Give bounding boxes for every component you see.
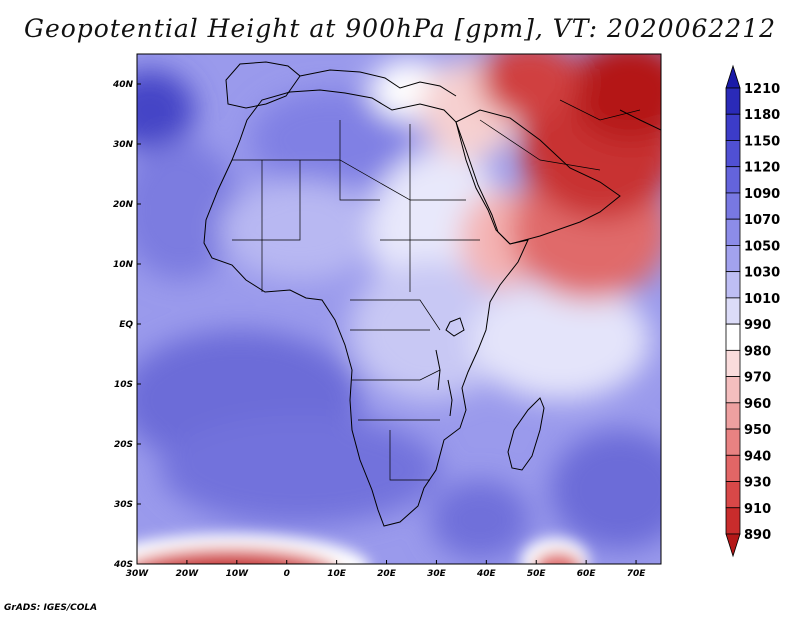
- colorbar-swatch: [725, 140, 741, 168]
- field-blob: [250, 90, 410, 190]
- colorbar-swatch: [725, 481, 741, 509]
- border: [559, 99, 641, 121]
- map-frame: [136, 53, 662, 565]
- border: [339, 120, 380, 201]
- lake-victoria: [445, 317, 465, 337]
- credit-text: GrADS: IGES/COLA: [4, 603, 98, 613]
- mediterranean-coast: [299, 69, 457, 97]
- field-blob: [470, 280, 650, 400]
- colorbar-label: 950: [744, 423, 771, 438]
- y-tick-label: 10S: [114, 380, 133, 390]
- field-blob: [480, 54, 580, 120]
- colorbar: 1210 1180 1150 1120 1090 1070 1050 1030 1010 990 9…: [725, 64, 780, 558]
- x-tick-label: 0: [284, 569, 290, 579]
- colorbar-label: 1150: [744, 134, 780, 149]
- colorbar-swatch: [725, 87, 741, 115]
- arabia: [455, 109, 621, 245]
- border: [389, 430, 430, 481]
- colorbar-swatch: [725, 271, 741, 299]
- x-tick-label: 30W: [126, 569, 150, 579]
- madagascar: [507, 397, 545, 471]
- colorbar-swatch: [725, 323, 741, 351]
- colorbar-label: 910: [744, 502, 771, 517]
- x-tick-label: 20W: [176, 569, 200, 579]
- iberia: [225, 61, 301, 109]
- colorbar-label: 930: [744, 476, 771, 491]
- y-axis: 40N 30N 20N 10N EQ 10S 20S 30S 40S: [112, 80, 141, 570]
- x-tick-label: 40E: [476, 569, 497, 579]
- colorbar-label: 1010: [744, 292, 780, 307]
- colorbar-label: 1210: [744, 82, 780, 97]
- colorbar-swatch: [725, 192, 741, 220]
- border: [262, 160, 301, 241]
- colorbar-swatch: [725, 376, 741, 404]
- colorbar-swatch: [725, 297, 741, 325]
- field-blob: [570, 54, 661, 140]
- border: [409, 124, 466, 201]
- y-tick-label: 10N: [113, 260, 134, 270]
- field-blob: [176, 560, 284, 564]
- coastlines: [203, 61, 661, 527]
- field-blob: [550, 430, 661, 550]
- y-tick-label: 30N: [113, 140, 134, 150]
- x-tick-label: 60E: [577, 569, 597, 579]
- x-tick-label: 10W: [226, 569, 250, 579]
- colorbar-label: 890: [744, 528, 771, 543]
- africa-coastline: [203, 89, 529, 527]
- colorbar-swatch: [725, 349, 741, 377]
- height-field: [137, 54, 661, 564]
- colorbar-label: 940: [744, 449, 771, 464]
- field-blob: [137, 548, 332, 564]
- field-blob: [160, 415, 440, 525]
- x-tick-label: 10E: [327, 569, 347, 579]
- colorbar-label: 1030: [744, 266, 780, 281]
- x-tick-label: 70E: [627, 569, 647, 579]
- y-tick-label: 30S: [114, 500, 133, 510]
- y-tick-label: 40S: [113, 560, 133, 570]
- field-blob: [137, 70, 195, 150]
- colorbar-swatch: [725, 166, 741, 194]
- colorbar-label: 1120: [744, 161, 780, 176]
- borders: [232, 99, 641, 481]
- field-blob: [137, 140, 240, 280]
- y-tick-label: 40N: [112, 80, 134, 90]
- colorbar-label: 970: [744, 371, 771, 386]
- border: [350, 299, 441, 331]
- field-blob: [534, 552, 582, 564]
- border: [479, 119, 601, 171]
- colorbar-swatch: [725, 113, 741, 141]
- colorbar-top-triangle: [725, 64, 741, 89]
- colorbar-label: 1180: [744, 108, 780, 123]
- x-tick-label: 20E: [377, 569, 397, 579]
- y-tick-label: EQ: [119, 320, 133, 330]
- colorbar-label: 1070: [744, 213, 780, 228]
- colorbar-swatch: [725, 428, 741, 456]
- border: [232, 159, 411, 292]
- x-tick-label: 30E: [427, 569, 447, 579]
- colorbar-label: 980: [744, 344, 771, 359]
- colorbar-bottom-triangle: [725, 533, 741, 558]
- field-blob: [430, 480, 530, 560]
- colorbar-swatch: [725, 402, 741, 430]
- y-tick-label: 20S: [114, 440, 133, 450]
- x-axis: 30W 20W 10W 0 10E 20E 30E 40E 50E 60E 70E: [126, 560, 646, 579]
- colorbar-swatch: [725, 507, 741, 535]
- colorbar-label: 1050: [744, 239, 780, 254]
- colorbar-label: 1090: [744, 187, 780, 202]
- colorbar-swatch: [725, 245, 741, 273]
- colorbar-swatch: [725, 218, 741, 246]
- x-tick-label: 50E: [527, 569, 547, 579]
- colorbar-label: 960: [744, 397, 771, 412]
- border: [352, 369, 441, 381]
- map-title: Geopotential Height at 900hPa [gpm], VT:…: [23, 14, 777, 43]
- y-tick-label: 20N: [113, 200, 134, 210]
- colorbar-swatch: [725, 454, 741, 482]
- colorbar-label: 990: [744, 318, 771, 333]
